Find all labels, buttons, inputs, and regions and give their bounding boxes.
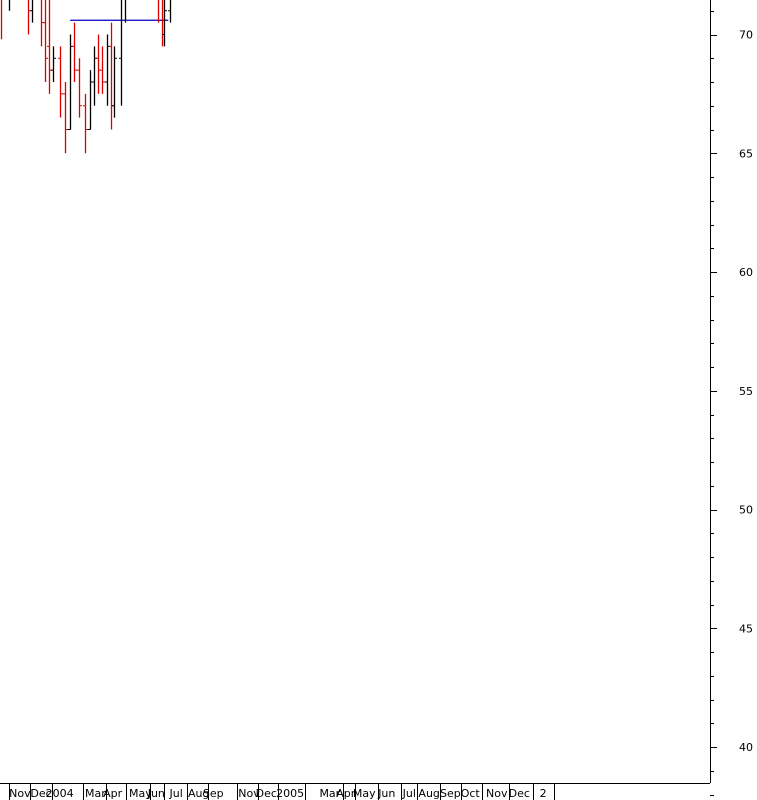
- time-tick-label: Dec: [256, 787, 277, 800]
- price-axis: 404550556065707580859095100: [710, 0, 753, 796]
- price-bar: [83, 93, 88, 154]
- time-tick-label: Nov: [486, 787, 508, 800]
- price-bar: [8, 0, 11, 11]
- time-tick-label: Apr: [103, 787, 123, 800]
- time-tick-label: 2005: [276, 787, 304, 800]
- time-tick-label: Jun: [147, 787, 165, 800]
- price-bar: [43, 0, 48, 82]
- time-tick-label: May: [129, 787, 152, 800]
- time-tick-label: Nov: [9, 787, 31, 800]
- price-tick-label: 45: [739, 622, 753, 635]
- price-bar: [100, 46, 105, 94]
- price-tick-label: 60: [739, 266, 753, 279]
- time-tick-label: Mar: [319, 787, 340, 800]
- price-bar: [162, 0, 167, 47]
- time-tick-label: Nov: [238, 787, 260, 800]
- time-tick-label: Jul: [402, 787, 416, 800]
- price-bar: [119, 0, 123, 106]
- time-tick-label: May: [353, 787, 376, 800]
- price-tick-label: 65: [739, 147, 753, 160]
- time-tick-label: Jun: [377, 787, 395, 800]
- price-tick-label: 55: [739, 385, 753, 398]
- price-tick-label: 70: [739, 29, 753, 42]
- levels-layer: [70, 19, 169, 21]
- time-tick-label: Oct: [461, 787, 481, 800]
- price-tick-label: 40: [739, 741, 753, 754]
- time-tick-label: Aug: [188, 787, 209, 800]
- time-tick-label: Mar: [85, 787, 106, 800]
- price-bar: [168, 0, 172, 23]
- price-bar: [30, 0, 34, 23]
- time-tick-label: Jul: [169, 787, 183, 800]
- time-tick-label: Aug: [418, 787, 439, 800]
- price-bar: [58, 46, 63, 118]
- time-tick-label: Sep: [440, 787, 461, 800]
- price-bar: [112, 46, 117, 118]
- price-bar: [77, 58, 82, 118]
- price-bar: [72, 22, 77, 82]
- price-bar: [0, 0, 3, 40]
- price-bar: [51, 46, 56, 82]
- time-tick-label: Apr: [336, 787, 356, 800]
- time-tick-label: 2: [540, 787, 547, 800]
- time-tick-label: Dec: [30, 787, 51, 800]
- price-tick-label: 50: [739, 504, 753, 517]
- price-bars-layer: [0, 0, 172, 154]
- price-bar: [124, 0, 127, 23]
- price-bar: [157, 0, 160, 23]
- time-tick-label: 2004: [46, 787, 74, 800]
- time-tick-label: Dec: [509, 787, 530, 800]
- price-bar: [63, 82, 68, 154]
- time-tick-label: Sep: [203, 787, 224, 800]
